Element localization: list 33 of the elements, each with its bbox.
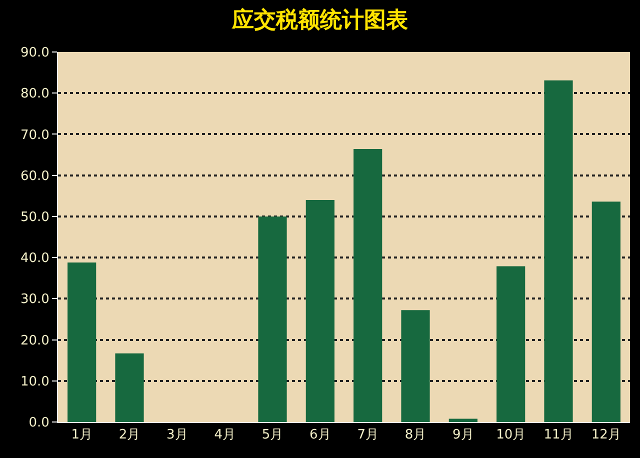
x-tick-label: 2月 bbox=[118, 428, 140, 443]
x-tick-label: 11月 bbox=[544, 428, 574, 443]
y-tick-label: 30.0 bbox=[20, 292, 50, 308]
y-tick-label: 70.0 bbox=[20, 128, 50, 143]
y-tick-label: 50.0 bbox=[20, 210, 50, 225]
bar bbox=[115, 353, 144, 422]
x-tick-label: 7月 bbox=[357, 428, 378, 443]
bar bbox=[592, 202, 620, 422]
y-tick-label: 80.0 bbox=[20, 86, 50, 102]
x-tick-label: 8月 bbox=[404, 428, 426, 443]
x-tick-label: 5月 bbox=[262, 428, 284, 443]
bar bbox=[354, 149, 382, 422]
x-tick-label: 9月 bbox=[452, 428, 474, 443]
bar bbox=[496, 266, 526, 422]
x-tick-label: 12月 bbox=[591, 428, 621, 443]
y-tick-label: 10.0 bbox=[20, 374, 50, 390]
x-tick-label: 3月 bbox=[166, 428, 188, 443]
bar bbox=[68, 262, 96, 422]
bar bbox=[258, 216, 287, 422]
y-tick-label: 90.0 bbox=[20, 46, 50, 61]
x-tick-label: 10月 bbox=[496, 428, 526, 443]
x-tick-label: 6月 bbox=[310, 428, 331, 443]
y-tick-label: 20.0 bbox=[20, 333, 50, 348]
bar bbox=[544, 80, 573, 422]
bar bbox=[448, 418, 478, 422]
y-tick-label: 40.0 bbox=[20, 251, 50, 266]
y-tick-label: 60.0 bbox=[20, 168, 50, 184]
x-tick-label: 4月 bbox=[214, 428, 236, 443]
bar bbox=[306, 200, 334, 422]
chart-title: 应交税额统计图表 bbox=[231, 6, 408, 33]
bar bbox=[401, 310, 430, 422]
x-tick-label: 1月 bbox=[71, 428, 92, 443]
y-tick-label: 0.0 bbox=[28, 416, 50, 431]
